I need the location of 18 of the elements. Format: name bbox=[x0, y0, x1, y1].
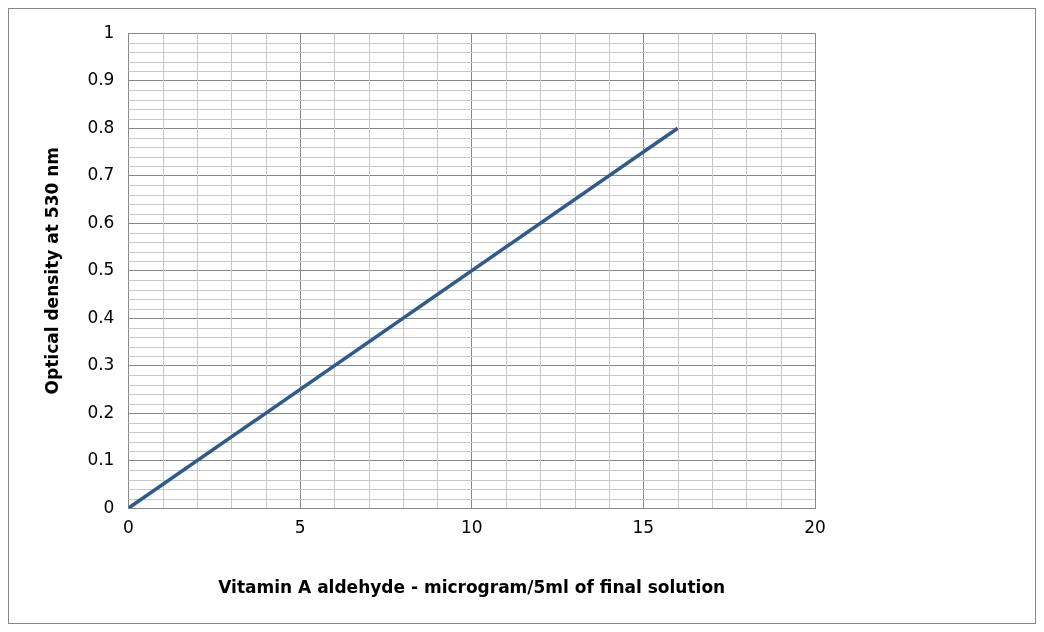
y-tick-label: 0.4 bbox=[87, 306, 115, 327]
x-tick-label: 10 bbox=[460, 516, 483, 537]
y-tick-label: 0.8 bbox=[87, 116, 115, 137]
x-axis-title: Vitamin A aldehyde - microgram/5ml of final solution bbox=[218, 577, 726, 598]
y-tick-label: 0.7 bbox=[87, 164, 115, 185]
y-tick-label: 0.6 bbox=[87, 211, 115, 232]
x-tick-label: 0 bbox=[123, 516, 134, 537]
x-tick-label: 5 bbox=[294, 516, 306, 537]
x-tick-label: 20 bbox=[804, 516, 826, 537]
y-tick-label: 0.9 bbox=[87, 69, 115, 90]
y-axis-title: Optical density at 530 nm bbox=[41, 146, 62, 395]
y-tick-label: 0.3 bbox=[87, 354, 115, 375]
y-tick-label: 0.5 bbox=[87, 259, 115, 280]
y-tick-label: 0 bbox=[103, 496, 115, 517]
x-tick-label: 15 bbox=[632, 516, 655, 537]
y-tick-label: 0.2 bbox=[87, 401, 115, 422]
y-tick-label: 0.1 bbox=[87, 449, 115, 470]
y-tick-label: 1 bbox=[103, 21, 115, 42]
